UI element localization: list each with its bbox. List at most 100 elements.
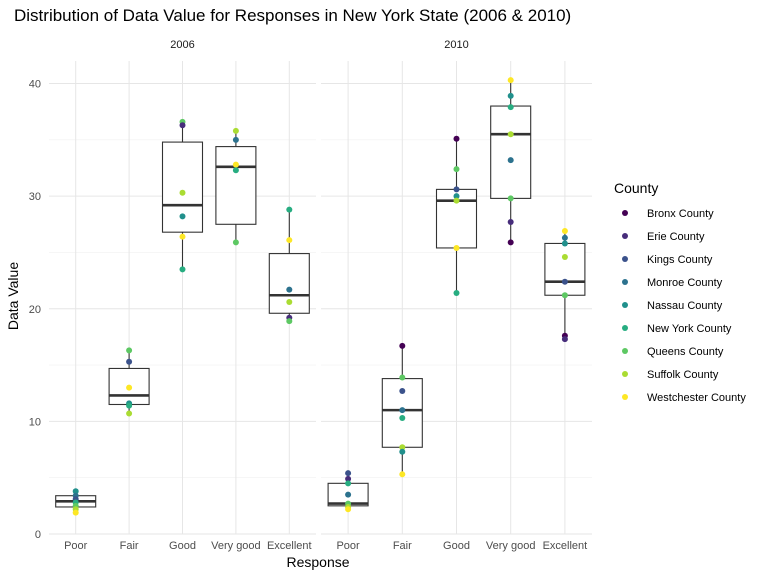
data-point (453, 289, 460, 296)
data-point (561, 253, 568, 260)
data-point (345, 491, 352, 498)
data-point (399, 415, 406, 422)
data-point (126, 347, 133, 354)
box-iqr (490, 105, 532, 199)
data-point (286, 206, 293, 213)
legend-label: Kings County (647, 254, 713, 266)
panel-2006: 2006 Poor Fair Good Very good Excellent (49, 39, 316, 552)
data-point (399, 407, 406, 414)
data-point (399, 374, 406, 381)
legend-entry: Suffolk County (622, 369, 719, 381)
facet-label: 2006 (170, 39, 194, 51)
box-iqr (544, 242, 586, 296)
data-point (232, 239, 239, 246)
legend-label: Suffolk County (647, 369, 719, 381)
legend-entries: Bronx County Erie County Kings County Monro… (622, 208, 746, 404)
data-point (399, 444, 406, 451)
data-point (126, 358, 133, 365)
x-tick-label: Fair (393, 540, 412, 552)
data-point (507, 195, 514, 202)
box-excellent (544, 231, 586, 340)
box-good (435, 138, 478, 293)
legend-label: Erie County (647, 231, 705, 243)
legend-title: County (614, 180, 658, 196)
legend-label: Monroe County (647, 277, 723, 289)
legend-label: Nassau County (647, 300, 723, 312)
legend: County Bronx County Erie County Kings Coun… (614, 180, 746, 404)
box-very-good (215, 130, 257, 243)
x-tick-label: Excellent (543, 540, 588, 552)
data-point (232, 136, 239, 143)
data-point (179, 189, 186, 196)
y-tick-label: 40 (29, 79, 41, 91)
chart-title: Distribution of Data Value for Responses… (14, 6, 571, 25)
data-point (453, 186, 460, 193)
data-point (507, 92, 514, 99)
legend-entry: Erie County (622, 231, 705, 243)
x-tick-label: Good (169, 540, 196, 552)
x-tick-label: Fair (120, 540, 139, 552)
x-tick-label: Very good (486, 540, 536, 552)
x-axis-label: Response (286, 554, 349, 570)
data-point (561, 292, 568, 299)
data-point (507, 157, 514, 164)
data-point (399, 342, 406, 349)
data-point (399, 387, 406, 394)
legend-swatch (622, 256, 628, 262)
data-point (286, 286, 293, 293)
y-tick-label: 30 (29, 191, 41, 203)
data-point (507, 104, 514, 111)
data-point (126, 402, 133, 409)
legend-label: New York County (647, 323, 732, 335)
legend-entry: Monroe County (622, 277, 723, 289)
x-tick-label: Poor (64, 540, 88, 552)
x-tick-label: Excellent (267, 540, 312, 552)
data-point (453, 197, 460, 204)
data-point (453, 166, 460, 173)
data-point (507, 239, 514, 246)
facet-panels: 0 10 20 30 40 2006 Poor Fair Good Very good Excell… (29, 39, 592, 552)
legend-entry: Bronx County (622, 208, 714, 220)
data-point (507, 77, 514, 84)
data-point (179, 213, 186, 220)
x-tick-label: Poor (336, 540, 360, 552)
legend-entry: Westchester County (622, 392, 746, 404)
data-point (561, 240, 568, 247)
legend-entry: New York County (622, 323, 732, 335)
legend-swatch (622, 394, 628, 400)
box-iqr (215, 146, 257, 225)
data-point (399, 471, 406, 478)
y-tick-label: 10 (29, 416, 41, 428)
legend-swatch (622, 348, 628, 354)
legend-entry: Nassau County (622, 300, 723, 312)
legend-swatch (622, 302, 628, 308)
data-point (179, 122, 186, 129)
panel-2010: 2010 Poor Fair Good Very good Excellent (321, 39, 592, 552)
facet-label: 2010 (444, 39, 468, 51)
y-tick-label: 20 (29, 304, 41, 316)
legend-swatch (622, 210, 628, 216)
legend-swatch (622, 371, 628, 377)
data-point (232, 167, 239, 174)
legend-label: Queens County (647, 346, 724, 358)
data-point (286, 237, 293, 244)
data-point (507, 131, 514, 138)
data-point (561, 234, 568, 241)
x-tick-label: Good (443, 540, 470, 552)
legend-swatch (622, 279, 628, 285)
y-axis-label: Data Value (5, 262, 21, 330)
legend-entry: Kings County (622, 254, 713, 266)
data-point (126, 410, 133, 417)
data-point (286, 318, 293, 325)
legend-swatch (622, 325, 628, 331)
data-point (286, 299, 293, 306)
data-point (453, 244, 460, 251)
data-point (232, 127, 239, 134)
x-tick-label: Very good (211, 540, 261, 552)
data-point (561, 336, 568, 343)
data-point (126, 384, 133, 391)
data-point (232, 161, 239, 168)
data-point (453, 135, 460, 142)
data-point (179, 266, 186, 273)
